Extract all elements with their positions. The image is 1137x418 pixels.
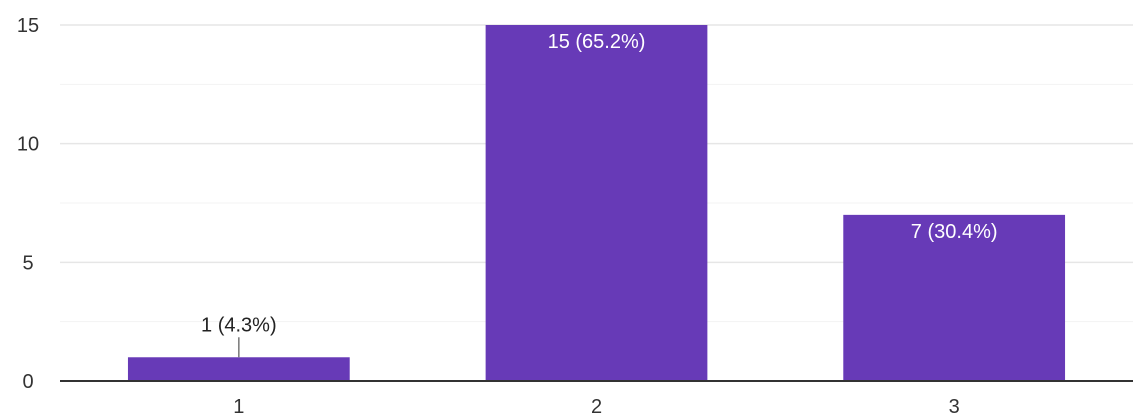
bars	[127, 25, 1066, 381]
x-tick-label: 2	[591, 396, 602, 418]
data-label: 1 (4.3%)	[201, 314, 277, 336]
bar	[485, 25, 708, 381]
data-label: 7 (30.4%)	[911, 221, 998, 243]
data-label: 15 (65.2%)	[548, 31, 646, 53]
y-tick-label: 0	[22, 371, 33, 393]
data-labels: 1 (4.3%) 15 (65.2%) 7 (30.4%)	[201, 31, 998, 358]
x-tick-label: 1	[233, 396, 244, 418]
y-tick-label: 10	[17, 134, 39, 156]
bar	[127, 357, 350, 381]
bar	[843, 214, 1066, 381]
axes: 0 5 10 15 1 2 3	[17, 15, 1133, 418]
x-tick-label: 3	[949, 396, 960, 418]
y-tick-label: 15	[17, 15, 39, 37]
y-tick-label: 5	[22, 252, 33, 274]
